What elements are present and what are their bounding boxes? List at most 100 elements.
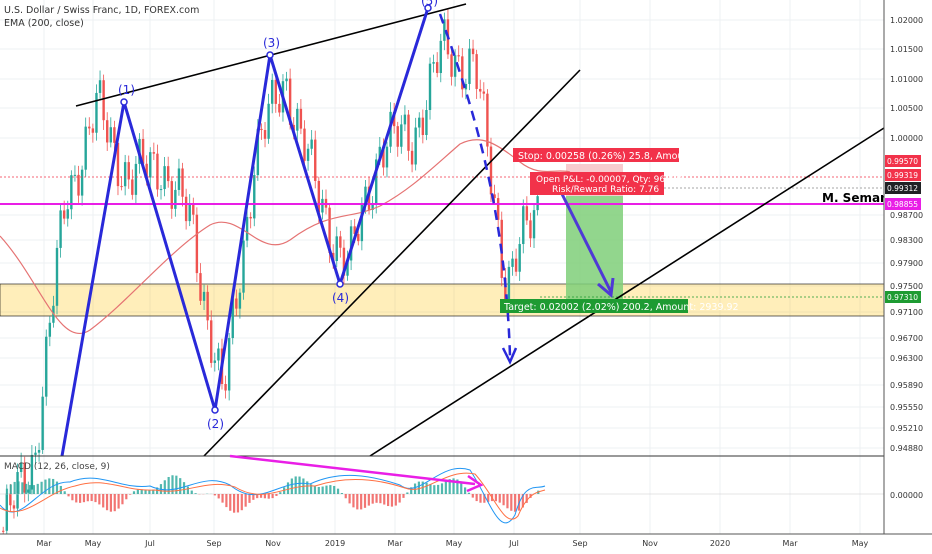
candle-body [239, 293, 241, 309]
macd-bar [48, 478, 50, 494]
target-label: Target: 0.02002 (2.02%) 200.2, Amount: 2… [503, 302, 739, 313]
candle-body [508, 267, 510, 304]
macd-bar [268, 494, 270, 499]
candle-body [9, 493, 11, 505]
wave-label-1: (1) [118, 83, 135, 97]
macd-bar [387, 494, 389, 506]
price-tag-label: 0.99570 [887, 157, 918, 166]
macd-bar [391, 494, 393, 507]
candle-body [357, 234, 359, 241]
candle-body [181, 168, 183, 196]
candle-body [217, 349, 219, 361]
candle-body [45, 337, 47, 397]
candle-body [99, 80, 101, 93]
macd-bar [25, 484, 27, 494]
candle-body [149, 152, 151, 177]
macd-bar [83, 494, 85, 502]
candle-body [397, 126, 399, 147]
y-tick-label: 0.94880 [890, 444, 923, 453]
candle-body [74, 175, 76, 176]
candle-body [432, 62, 434, 64]
wave-label-2: (2) [207, 417, 224, 431]
x-tick-label: Mar [782, 539, 798, 548]
y-tick-label: 0.96700 [890, 334, 923, 343]
target-box [566, 196, 623, 300]
candle-body [196, 215, 198, 273]
candle-body [124, 162, 126, 186]
macd-bar [75, 494, 77, 502]
macd-bar [272, 494, 274, 498]
candle-body [167, 166, 169, 181]
price-tag-label: 0.99319 [887, 171, 918, 180]
macd-bar [429, 484, 431, 494]
y-tick-label: 1.01500 [890, 45, 923, 54]
macd-bar [118, 494, 120, 509]
candle-body [336, 236, 338, 261]
candle-body [486, 94, 488, 147]
macd-bar [383, 494, 385, 505]
candle-body [135, 164, 137, 195]
macd-bar [33, 485, 35, 494]
macd-bar [433, 485, 435, 494]
macd-bar [341, 493, 343, 494]
macd-bar [445, 481, 447, 494]
candle-body [526, 206, 528, 220]
macd-bar [295, 476, 297, 494]
macd-bar [495, 494, 497, 501]
macd-bar [114, 494, 116, 511]
candle-body [267, 104, 269, 139]
candle-body [314, 140, 316, 181]
macd-bar [6, 489, 8, 494]
candle-body [249, 217, 251, 218]
y-tick-label: 0.97900 [890, 259, 923, 268]
y-tick-label: 0.97100 [890, 308, 923, 317]
candle-body [92, 128, 94, 132]
candle-body [307, 149, 309, 161]
candle-body [483, 92, 485, 94]
y-tick-label: 1.00000 [890, 134, 923, 143]
candle-body [511, 259, 513, 267]
macd-bar [464, 487, 466, 494]
macd-bar [472, 494, 474, 498]
macd-bar [64, 491, 66, 494]
support-zone [0, 284, 884, 316]
candle-body [436, 62, 438, 73]
macd-bar [218, 494, 220, 498]
candle-body [425, 110, 427, 135]
macd-bar [352, 494, 354, 507]
x-tick-label: May [85, 539, 102, 548]
macd-bar [298, 477, 300, 494]
candle-body [253, 175, 255, 218]
macd-bar [137, 490, 139, 494]
x-tick-label: May [446, 539, 463, 548]
candle-body [174, 190, 176, 209]
candle-body [192, 204, 194, 215]
macd-bar [245, 494, 247, 507]
candle-body [407, 115, 409, 151]
x-tick-label: Sep [206, 539, 221, 548]
price-tag-label: 0.99312 [887, 184, 918, 193]
candle-body [31, 455, 33, 490]
y-tick-label: 0.95550 [890, 403, 923, 412]
macd-bar [426, 483, 428, 494]
candle-body [156, 154, 158, 190]
wave-label-3: (3) [263, 36, 280, 50]
macd-bar [402, 494, 404, 498]
macd-bar [441, 483, 443, 494]
candle-body [260, 129, 262, 130]
macd-bar [148, 490, 150, 494]
macd-bar [102, 494, 104, 507]
stop-label: Stop: 0.00258 (0.26%) 25.8, Amount: 750 [518, 151, 718, 162]
macd-bar [121, 494, 123, 504]
macd-bar [503, 494, 505, 505]
macd-bar [91, 494, 93, 501]
macd-bar [144, 490, 146, 494]
candle-body [310, 140, 312, 149]
x-tick-label: May [852, 539, 869, 548]
candle-body [339, 236, 341, 247]
candle-body [63, 210, 65, 218]
macd-bar [17, 481, 19, 494]
candle-body [475, 54, 477, 89]
